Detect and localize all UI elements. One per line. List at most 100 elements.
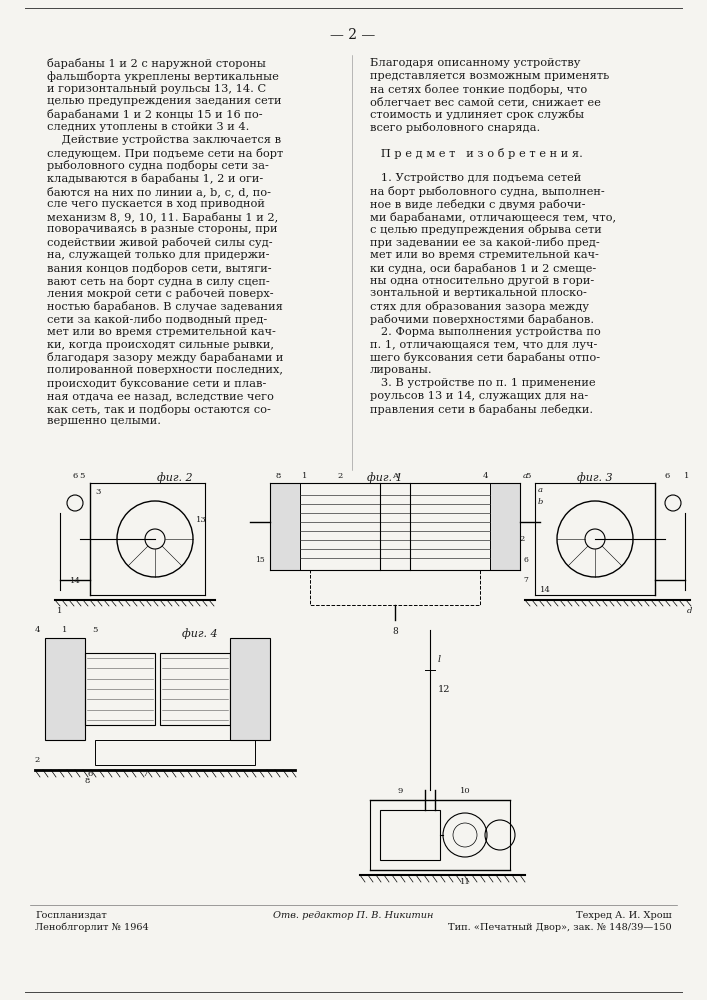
Text: фиг. 2: фиг. 2 [157,472,193,483]
Text: ления мокрой сети с рабочей поверх-: ления мокрой сети с рабочей поверх- [47,288,274,299]
Text: b: b [538,498,544,506]
Text: вания концов подборов сети, вытяги-: вания концов подборов сети, вытяги- [47,263,271,274]
Bar [310,570,480,605]
Text: Госпланиздат: Госпланиздат [35,911,107,920]
Text: 12: 12 [438,686,450,694]
Text: сети за какой-либо подводный пред-: сети за какой-либо подводный пред- [47,314,267,325]
Text: мет или во время стремительной кач-: мет или во время стремительной кач- [370,250,599,260]
Bar [490,483,520,570]
Text: 8: 8 [392,627,398,636]
Text: Благодаря описанному устройству: Благодаря описанному устройству [370,58,580,68]
Text: вершенно целыми.: вершенно целыми. [47,416,161,426]
Bar [160,653,230,725]
Text: кладываются в барабаны 1, 2 и оги-: кладываются в барабаны 1, 2 и оги- [47,173,263,184]
Text: роульсов 13 и 14, служащих для на-: роульсов 13 и 14, служащих для на- [370,391,588,401]
Text: 13: 13 [196,516,206,524]
Text: 6: 6 [523,556,528,564]
Bar [45,638,85,740]
Text: фиг. 1: фиг. 1 [367,472,403,483]
Text: происходит буксование сети и плав-: происходит буксование сети и плав- [47,378,267,389]
Text: 6: 6 [72,472,78,480]
Text: 2: 2 [35,756,40,764]
Text: 4: 4 [482,472,488,480]
Text: целью предупреждения заедания сети: целью предупреждения заедания сети [47,96,281,106]
Text: 6: 6 [665,472,670,480]
Text: a: a [522,472,527,480]
Text: рабочими поверхностями барабанов.: рабочими поверхностями барабанов. [370,314,594,325]
Text: a: a [538,486,543,494]
Text: 11: 11 [460,878,470,886]
Text: на борт рыболовного судна, выполнен-: на борт рыболовного судна, выполнен- [370,186,604,197]
Text: 5: 5 [525,472,530,480]
Text: 3: 3 [95,488,100,496]
Text: мет или во время стремительной кач-: мет или во время стремительной кач- [47,327,276,337]
Text: 8: 8 [84,777,90,785]
Text: 1: 1 [303,472,308,480]
Text: 4: 4 [34,626,40,634]
Text: 1: 1 [684,472,690,480]
Text: 8: 8 [275,472,281,480]
Text: сле чего пускается в ход приводной: сле чего пускается в ход приводной [47,199,265,209]
Text: баются на них по линии a, b, c, d, по-: баются на них по линии a, b, c, d, по- [47,186,271,197]
Text: Леноблгорлит № 1964: Леноблгорлит № 1964 [35,923,148,932]
Text: на, служащей только для придержи-: на, служащей только для придержи- [47,250,269,260]
Text: A: A [392,472,398,480]
Text: Отв. редактор П. В. Никитин: Отв. редактор П. В. Никитин [273,911,433,920]
Text: при задевании ее за какой-либо пред-: при задевании ее за какой-либо пред- [370,237,600,248]
Text: облегчает вес самой сети, снижает ее: облегчает вес самой сети, снижает ее [370,96,601,107]
Text: ностью барабанов. В случае задевания: ностью барабанов. В случае задевания [47,301,283,312]
Text: ное в виде лебедки с двумя рабочи-: ное в виде лебедки с двумя рабочи- [370,199,585,210]
Text: как сеть, так и подборы остаются со-: как сеть, так и подборы остаются со- [47,404,271,415]
Text: лированы.: лированы. [370,365,433,375]
Text: — 2 —: — 2 — [330,28,375,42]
Text: П р е д м е т   и з о б р е т е н и я.: П р е д м е т и з о б р е т е н и я. [370,148,583,159]
Text: 1: 1 [62,626,68,634]
Text: поворачиваясь в разные стороны, при: поворачиваясь в разные стороны, при [47,224,278,234]
Text: 5: 5 [93,626,98,634]
Bar [230,638,270,740]
Text: следних утоплены в стойки 3 и 4.: следних утоплены в стойки 3 и 4. [47,122,250,132]
Text: зонтальной и вертикальной плоско-: зонтальной и вертикальной плоско- [370,288,587,298]
Text: стоимость и удлиняет срок службы: стоимость и удлиняет срок службы [370,109,584,120]
Text: представляется возможным применять: представляется возможным применять [370,71,609,81]
Text: вают сеть на борт судна в силу сцеп-: вают сеть на борт судна в силу сцеп- [47,276,270,287]
Text: Действие устройства заключается в: Действие устройства заключается в [47,135,281,145]
Text: ки, когда происходят сильные рывки,: ки, когда происходят сильные рывки, [47,340,274,350]
Text: фиг. 3: фиг. 3 [577,472,613,483]
Text: 6: 6 [88,770,93,778]
Text: содействии живой рабочей силы суд-: содействии живой рабочей силы суд- [47,237,273,248]
Text: ми барабанами, отличающееся тем, что,: ми барабанами, отличающееся тем, что, [370,212,616,223]
Text: полированной поверхности последних,: полированной поверхности последних, [47,365,283,375]
Text: 1. Устройство для подъема сетей: 1. Устройство для подъема сетей [370,173,581,183]
Text: механизм 8, 9, 10, 11. Барабаны 1 и 2,: механизм 8, 9, 10, 11. Барабаны 1 и 2, [47,212,279,223]
Text: фальшборта укреплены вертикальные: фальшборта укреплены вертикальные [47,71,279,82]
Text: 7: 7 [142,770,148,778]
Text: 5: 5 [79,472,85,480]
Text: Техред А. И. Хрош: Техред А. И. Хрош [576,911,672,920]
Text: 2. Форма выполнения устройства по: 2. Форма выполнения устройства по [370,327,601,337]
Bar [85,653,155,725]
Text: Тип. «Печатный Двор», зак. № 148/39—150: Тип. «Печатный Двор», зак. № 148/39—150 [448,923,672,932]
Text: стях для образования зазора между: стях для образования зазора между [370,301,589,312]
Text: фиг. 4: фиг. 4 [182,628,218,639]
Text: ная отдача ее назад, вследствие чего: ная отдача ее назад, вследствие чего [47,391,274,401]
Text: на сетях более тонкие подборы, что: на сетях более тонкие подборы, что [370,84,588,95]
Text: шего буксования сети барабаны отпо-: шего буксования сети барабаны отпо- [370,352,600,363]
Text: 3. В устройстве по п. 1 применение: 3. В устройстве по п. 1 применение [370,378,595,388]
Text: правления сети в барабаны лебедки.: правления сети в барабаны лебедки. [370,404,593,415]
Text: ны одна относительно другой в гори-: ны одна относительно другой в гори- [370,276,595,286]
Text: d: d [687,607,693,615]
Text: 10: 10 [460,787,470,795]
Bar [380,810,440,860]
Bar [270,483,300,570]
Text: барабанами 1 и 2 концы 15 и 16 по-: барабанами 1 и 2 концы 15 и 16 по- [47,109,262,120]
Text: барабаны 1 и 2 с наружной стороны: барабаны 1 и 2 с наружной стороны [47,58,266,69]
Text: следующем. При подъеме сети на борт: следующем. При подъеме сети на борт [47,148,284,159]
Text: ки судна, оси барабанов 1 и 2 смеще-: ки судна, оси барабанов 1 и 2 смеще- [370,263,596,274]
Text: 15: 15 [255,556,265,564]
Text: 14: 14 [69,577,81,585]
Text: 9: 9 [397,787,403,795]
Text: 7: 7 [523,576,528,584]
Text: 14: 14 [540,586,551,594]
Text: рыболовного судна подборы сети за-: рыболовного судна подборы сети за- [47,160,269,171]
